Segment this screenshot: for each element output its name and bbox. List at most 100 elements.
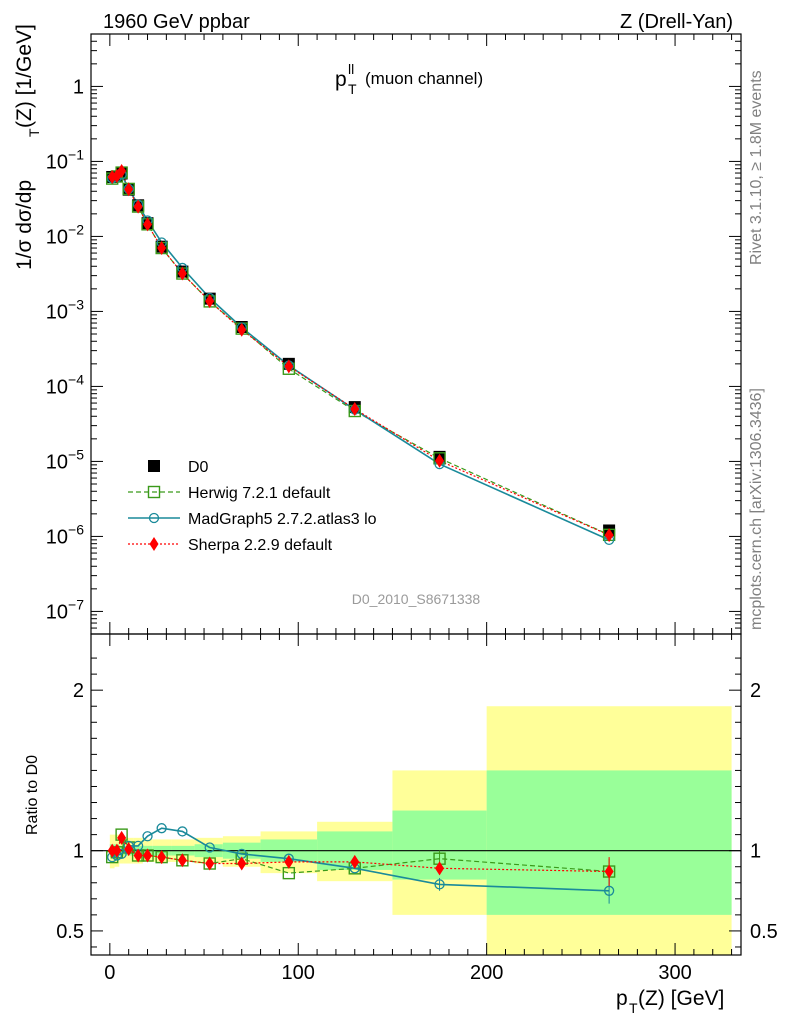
main-ytick-label: 10−6 [46,521,84,548]
axes: 110−110−210−310−410−510−610−70 100 200 3000… [46,33,778,984]
main-ytick-label: 10−7 [46,596,84,623]
main-ylabel-p1: 1/σ dσ/dp [13,180,36,270]
ratio-point-s2-12 [435,861,445,876]
main-ytick-label: 10−4 [46,371,84,398]
main-ytick-label: 10−3 [46,296,84,323]
ytick-exponent: −2 [68,221,84,237]
ratio-point-s2-7 [177,853,187,868]
ytick-exponent: −1 [68,146,84,162]
main-ytick-label: 1 [73,76,84,98]
main-point-s3-13 [604,528,614,543]
ratio-point-s2-9 [237,856,247,871]
ratio-series-line-1 [111,827,610,892]
main-point-s3-4 [133,199,143,214]
ratio-point-s1-13 [603,885,615,896]
ytick-exponent: −5 [68,446,84,462]
main-series-line-3 [112,169,610,536]
xtick-label: 0 [104,962,115,984]
ratio-point-s2-4 [133,848,143,863]
ratio-ytick-label-right: 0.5 [750,921,778,943]
ytick-exponent: −4 [68,371,84,387]
ytick-base: 10 [46,301,68,323]
ratio-frame [90,633,742,956]
ratio-point-s2-0 [107,843,117,858]
ratio-ytick-label-right: 1 [750,841,761,863]
legend-label-3: Sherpa 2.2.9 default [188,537,333,554]
main-series-line-2 [112,173,610,541]
ytick-base: 10 [46,526,68,548]
ratio-point-s2-2 [117,830,127,845]
xtick-label: 300 [658,962,691,984]
ytick-base: 10 [46,601,68,623]
legend-marker-0 [148,460,160,472]
main-title-sup: ll [348,61,354,77]
ratio-point-s1-8 [204,842,215,853]
main-title-sub: T [348,81,357,97]
ytick-exponent: −3 [68,296,84,312]
main-ylabel-p2: (Z) [1/GeV] [13,24,36,128]
main-point-s3-3 [124,182,134,197]
ratio-ytick-label-right: 2 [750,680,761,702]
ratio-point-s2-6 [157,850,167,865]
ytick-exponent: −6 [68,521,84,537]
ratio-ytick-label-left: 2 [73,680,84,702]
ratio-point-s2-10 [284,854,294,869]
ytick-exponent: −7 [68,596,84,612]
ratio-point-s2-8 [205,856,215,871]
main-point-s3-12 [435,453,445,468]
main-series [105,164,616,546]
legend: D0 Herwig 7.2.1 default MadGraph5 2.7.2.at… [128,459,377,554]
ratio-point-s1-12 [434,879,445,890]
ytick-base: 10 [46,226,68,248]
main-point-s3-9 [237,322,247,337]
legend-marker-3 [149,537,159,551]
main-point-s3-5 [143,217,153,232]
main-point-s3-10 [284,359,294,374]
ratio-point-s2-13 [604,864,614,879]
ratio-point-s1-6 [156,823,167,834]
main-title-suffix: (muon channel) [365,69,483,88]
xlabel-p: p [616,987,628,1010]
ratio-point-s2-3 [124,842,134,857]
main-point-s3-11 [350,402,360,416]
xlabel-suffix: (Z) [GeV] [638,987,724,1010]
ratio-ytick-label-left: 0.5 [56,921,84,943]
ratio-point-s1-7 [177,826,188,837]
main-ytick-label: 10−5 [46,446,84,473]
analysis-watermark: D0_2010_S8671338 [352,591,481,607]
main-title: p ll T (muon channel) [335,61,483,97]
main-point-s3-2 [117,164,127,179]
legend-label-0: D0 [188,459,209,476]
main-point-s3-6 [157,241,167,256]
ratio-point-s1-5 [142,831,153,842]
ratio-series [105,823,616,904]
ytick-base: 10 [46,451,68,473]
main-title-p: p [335,68,347,91]
ratio-point-s2-11 [350,854,360,869]
main-ylabel: 1/σ dσ/dp T (Z) [1/GeV] [13,24,42,270]
legend-marker-1 [147,485,161,499]
rivet-label: Rivet 3.1.10, ≥ 1.8M events [748,70,765,265]
xlabel-sub: T [629,1000,638,1016]
ratio-bands [109,706,732,955]
main-series-line-1 [111,171,610,536]
main-ytick-label: 10−1 [46,146,84,173]
mcplots-label: mcplots.cern.ch [arXiv:1306.3436] [748,388,765,630]
xtick-label: 200 [470,962,503,984]
legend-label-2: MadGraph5 2.7.2.atlas3 lo [188,511,377,528]
main-point-s3-7 [177,266,187,281]
main-point-s3-8 [205,294,215,309]
main-ytick-label: 10−2 [46,221,84,248]
legend-label-1: Herwig 7.2.1 default [188,485,331,502]
main-ylabel-sub: T [26,128,42,137]
header-right: Z (Drell-Yan) [620,11,733,33]
ratio-point-s2-1 [112,843,122,858]
ratio-ytick-label-left: 1 [73,841,84,863]
legend-marker-2 [148,512,160,524]
header-left: 1960 GeV ppbar [103,11,250,33]
x-axis-label: p T (Z) [GeV] [616,987,724,1016]
ytick-base: 10 [46,376,68,398]
ratio-ylabel: Ratio to D0 [24,755,41,835]
xtick-label: 100 [282,962,315,984]
